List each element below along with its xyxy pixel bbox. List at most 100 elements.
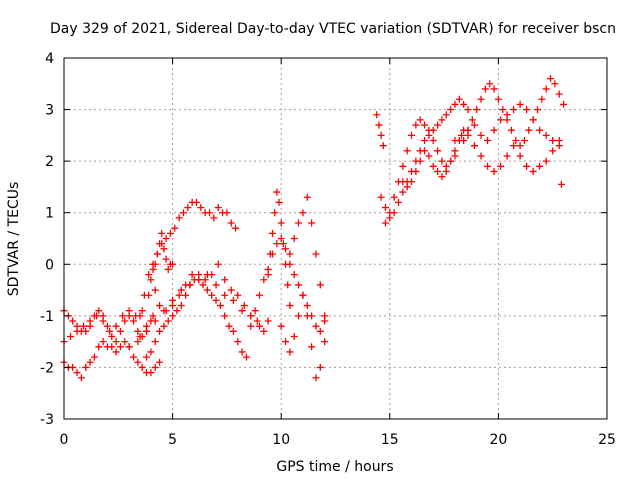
data-point (490, 85, 498, 93)
data-point (173, 307, 181, 315)
data-point (201, 276, 209, 284)
data-point (153, 250, 161, 258)
data-point (121, 338, 129, 346)
y-tick-label: -1 (40, 309, 54, 325)
y-tick-label: 1 (45, 206, 54, 222)
data-point (212, 281, 220, 289)
data-point (160, 245, 168, 253)
data-point (403, 147, 411, 155)
data-point (119, 312, 127, 320)
data-point (164, 317, 172, 325)
data-point (238, 348, 246, 356)
data-point (171, 224, 179, 232)
data-point (316, 363, 324, 371)
data-point (416, 116, 424, 124)
data-point (312, 374, 320, 382)
data-point (240, 302, 248, 310)
data-point (69, 363, 77, 371)
data-point (214, 204, 222, 212)
data-point (130, 353, 138, 361)
data-point (238, 307, 246, 315)
data-point (277, 322, 285, 330)
data-point (282, 245, 290, 253)
data-point (438, 173, 446, 181)
data-point (490, 167, 498, 175)
data-point (188, 271, 196, 279)
y-tick-label: 2 (45, 154, 54, 170)
data-point (112, 322, 120, 330)
data-point (473, 106, 481, 114)
y-tick-label: 4 (45, 51, 54, 67)
data-point (227, 286, 235, 294)
data-point (67, 332, 75, 340)
data-point (460, 100, 468, 108)
data-point (377, 193, 385, 201)
data-point (507, 126, 515, 134)
data-point (284, 281, 292, 289)
data-point (82, 363, 90, 371)
data-point (533, 106, 541, 114)
data-point (179, 209, 187, 217)
data-point (227, 219, 235, 227)
data-point (316, 327, 324, 335)
data-point (286, 250, 294, 258)
data-point (203, 271, 211, 279)
data-point (477, 131, 485, 139)
data-point (477, 152, 485, 160)
data-point (536, 126, 544, 134)
data-point (177, 286, 185, 294)
data-point (260, 327, 268, 335)
data-point (481, 85, 489, 93)
data-point (166, 229, 174, 237)
data-point (77, 374, 85, 382)
data-point (523, 162, 531, 170)
data-point (451, 152, 459, 160)
data-point (460, 137, 468, 145)
data-point (286, 348, 294, 356)
data-point (416, 157, 424, 165)
data-point (234, 291, 242, 299)
data-point (134, 358, 142, 366)
data-point (260, 276, 268, 284)
data-point (510, 142, 518, 150)
data-point (147, 276, 155, 284)
data-point (271, 209, 279, 217)
data-point (503, 111, 511, 119)
data-point (162, 255, 170, 263)
data-point (394, 198, 402, 206)
data-point (145, 271, 153, 279)
x-tick-label: 10 (272, 432, 290, 448)
data-point (151, 260, 159, 268)
data-point (412, 167, 420, 175)
data-point (484, 137, 492, 145)
data-point (295, 219, 303, 227)
data-point (277, 219, 285, 227)
data-point (429, 162, 437, 170)
data-point (143, 327, 151, 335)
data-point (86, 317, 94, 325)
data-point (182, 291, 190, 299)
data-point (308, 343, 316, 351)
data-point (442, 167, 450, 175)
data-point (425, 152, 433, 160)
data-point (136, 312, 144, 320)
data-point (162, 235, 170, 242)
data-point (403, 183, 411, 191)
data-point (560, 100, 568, 108)
y-tick-labels: -3 -2 -1 0 1 2 3 4 (40, 51, 54, 428)
data-point (199, 281, 207, 289)
data-point (399, 188, 407, 196)
data-point (547, 75, 555, 83)
data-point (247, 312, 255, 320)
data-point (169, 296, 177, 304)
data-point (486, 80, 494, 88)
data-point (477, 95, 485, 103)
data-point (447, 157, 455, 165)
y-tick-label: 3 (45, 103, 54, 119)
data-point (536, 162, 544, 170)
data-point (373, 111, 381, 119)
data-point (164, 265, 172, 273)
data-point (138, 307, 146, 315)
data-point (221, 291, 229, 299)
